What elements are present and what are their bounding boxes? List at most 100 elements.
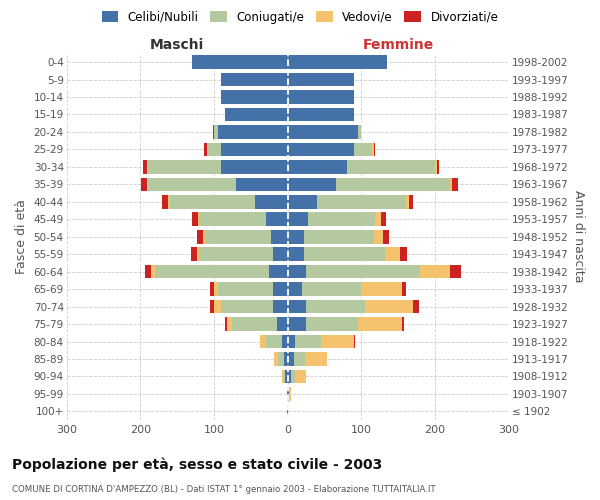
- Bar: [155, 265, 269, 278]
- Bar: [354, 142, 373, 156]
- Bar: [147, 160, 148, 173]
- Bar: [170, 195, 254, 208]
- Bar: [221, 90, 287, 104]
- Bar: [374, 230, 383, 243]
- Bar: [450, 178, 452, 191]
- Bar: [199, 212, 266, 226]
- Bar: [385, 248, 400, 261]
- Bar: [304, 248, 385, 261]
- Bar: [402, 282, 406, 296]
- Bar: [273, 282, 287, 296]
- Bar: [287, 160, 347, 173]
- Bar: [413, 300, 419, 314]
- Bar: [274, 352, 278, 366]
- Y-axis label: Fasce di età: Fasce di età: [15, 200, 28, 274]
- Bar: [199, 248, 273, 261]
- Bar: [287, 300, 306, 314]
- Bar: [287, 334, 295, 348]
- Bar: [347, 160, 435, 173]
- Bar: [282, 334, 287, 348]
- Bar: [266, 212, 287, 226]
- Bar: [211, 282, 214, 296]
- Bar: [197, 230, 203, 243]
- Bar: [380, 212, 386, 226]
- Bar: [205, 142, 206, 156]
- Text: Femmine: Femmine: [362, 38, 434, 52]
- Bar: [287, 318, 306, 331]
- Bar: [282, 370, 284, 384]
- Bar: [287, 265, 306, 278]
- Bar: [278, 352, 284, 366]
- Bar: [321, 334, 354, 348]
- Bar: [383, 230, 389, 243]
- Bar: [168, 195, 170, 208]
- Bar: [305, 352, 327, 366]
- Bar: [287, 212, 308, 226]
- Bar: [260, 334, 266, 348]
- Legend: Celibi/Nubili, Coniugati/e, Vedovi/e, Divorziati/e: Celibi/Nubili, Coniugati/e, Vedovi/e, Di…: [97, 6, 503, 28]
- Bar: [287, 178, 335, 191]
- Bar: [141, 178, 147, 191]
- Bar: [289, 387, 292, 401]
- Bar: [221, 300, 273, 314]
- Bar: [254, 195, 287, 208]
- Bar: [266, 334, 282, 348]
- Bar: [284, 370, 286, 384]
- Bar: [287, 387, 289, 401]
- Bar: [406, 195, 409, 208]
- Bar: [287, 370, 292, 384]
- Bar: [145, 265, 151, 278]
- Text: Maschi: Maschi: [150, 38, 204, 52]
- Bar: [271, 230, 287, 243]
- Bar: [221, 160, 287, 173]
- Bar: [361, 282, 402, 296]
- Bar: [286, 370, 287, 384]
- Bar: [402, 318, 404, 331]
- Bar: [295, 370, 306, 384]
- Bar: [163, 195, 168, 208]
- Bar: [211, 300, 214, 314]
- Bar: [232, 318, 277, 331]
- Y-axis label: Anni di nascita: Anni di nascita: [572, 190, 585, 283]
- Bar: [421, 265, 450, 278]
- Bar: [374, 212, 380, 226]
- Bar: [287, 248, 304, 261]
- Bar: [205, 230, 271, 243]
- Bar: [409, 195, 413, 208]
- Bar: [148, 160, 221, 173]
- Bar: [295, 334, 321, 348]
- Bar: [400, 248, 407, 261]
- Bar: [287, 230, 304, 243]
- Bar: [192, 56, 287, 69]
- Text: Popolazione per età, sesso e stato civile - 2003: Popolazione per età, sesso e stato civil…: [12, 458, 382, 472]
- Bar: [273, 300, 287, 314]
- Bar: [192, 212, 198, 226]
- Bar: [218, 282, 273, 296]
- Bar: [214, 282, 218, 296]
- Bar: [273, 248, 287, 261]
- Bar: [221, 142, 287, 156]
- Bar: [143, 160, 147, 173]
- Bar: [287, 56, 387, 69]
- Bar: [306, 265, 421, 278]
- Bar: [452, 178, 458, 191]
- Bar: [306, 300, 365, 314]
- Bar: [435, 160, 437, 173]
- Bar: [287, 282, 302, 296]
- Bar: [277, 318, 287, 331]
- Bar: [317, 195, 406, 208]
- Bar: [197, 248, 199, 261]
- Bar: [365, 300, 413, 314]
- Bar: [218, 125, 287, 138]
- Bar: [203, 230, 205, 243]
- Bar: [450, 265, 461, 278]
- Bar: [304, 230, 374, 243]
- Bar: [287, 404, 289, 418]
- Bar: [225, 318, 227, 331]
- Bar: [437, 160, 439, 173]
- Bar: [225, 108, 287, 122]
- Bar: [358, 125, 361, 138]
- Bar: [287, 90, 354, 104]
- Bar: [214, 300, 221, 314]
- Text: COMUNE DI CORTINA D'AMPEZZO (BL) - Dati ISTAT 1° gennaio 2003 - Elaborazione TUT: COMUNE DI CORTINA D'AMPEZZO (BL) - Dati …: [12, 485, 436, 494]
